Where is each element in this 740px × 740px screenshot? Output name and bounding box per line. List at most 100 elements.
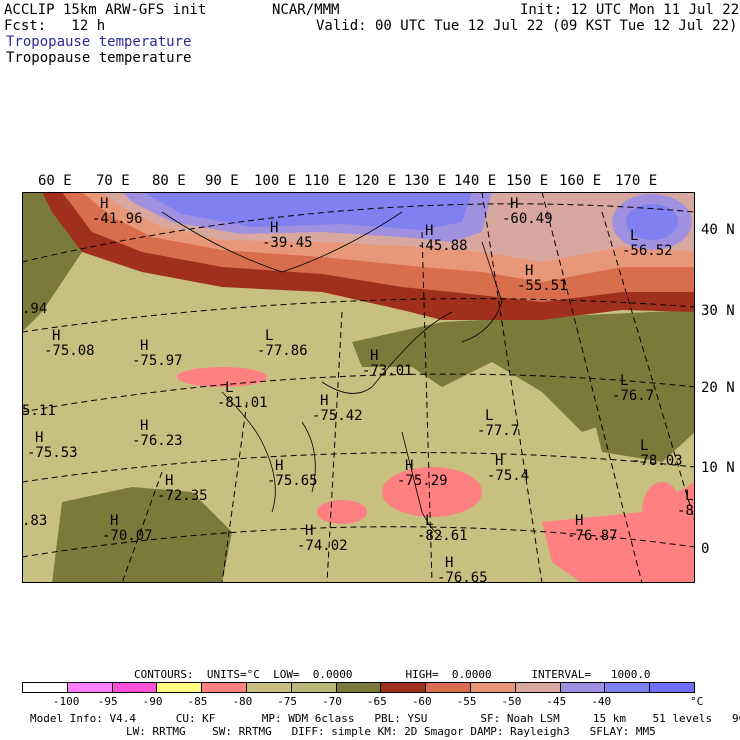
border xyxy=(161,211,403,273)
high-marker: H xyxy=(52,328,60,344)
center-value-label: -77.86 xyxy=(257,343,308,359)
lat-label: 10 N xyxy=(701,460,735,476)
low-marker: L xyxy=(640,438,648,454)
colorbar-swatch xyxy=(381,683,427,692)
lon-label: 130 E xyxy=(404,173,447,189)
colorbar-swatch xyxy=(67,683,113,692)
lon-label: 100 E xyxy=(254,173,297,189)
lon-label: 70 E xyxy=(96,173,130,189)
high-marker: H xyxy=(425,223,433,239)
center-value-label: -75.08 xyxy=(44,343,95,359)
center-value-label: -60.49 xyxy=(502,211,553,227)
longitude-line xyxy=(421,231,433,583)
model-title: ACCLIP 15km ARW-GFS init xyxy=(4,2,207,18)
lon-label: 120 E xyxy=(354,173,397,189)
low-marker: L xyxy=(620,373,628,389)
low-marker: L xyxy=(425,513,433,529)
lon-label: 150 E xyxy=(506,173,549,189)
center-value-label: -75.4 xyxy=(487,468,529,484)
colorbar-tick: -60 xyxy=(411,695,432,708)
center-value-label: -76.23 xyxy=(132,433,183,449)
lat-label: 30 N xyxy=(701,303,735,319)
longitude-line xyxy=(481,192,543,583)
cold-patch xyxy=(382,467,482,517)
center-title: NCAR/MMM xyxy=(272,2,340,18)
low-marker: L xyxy=(685,488,693,504)
high-marker: H xyxy=(320,393,328,409)
center-value-label: -78.03 xyxy=(632,453,683,469)
center-value-label: -81 xyxy=(677,503,695,519)
longitude-line xyxy=(326,311,343,583)
low-marker: L xyxy=(265,328,273,344)
high-marker: H xyxy=(370,348,378,364)
colorbar-tick: -55 xyxy=(456,695,477,708)
low-marker: L xyxy=(225,380,233,396)
center-value-label: -72.35 xyxy=(157,488,208,504)
lon-label: 110 E xyxy=(304,173,347,189)
high-marker: H xyxy=(275,458,283,474)
high-marker: H xyxy=(140,338,148,354)
lon-label: 90 E xyxy=(205,173,239,189)
latitude-line xyxy=(22,203,695,263)
center-value-label: -76.7 xyxy=(612,388,654,404)
center-value-label: -75.53 xyxy=(27,445,78,461)
colorbar-swatch xyxy=(470,683,516,692)
center-value-label: -74.02 xyxy=(297,538,348,554)
colorbar-swatch xyxy=(605,683,651,692)
latitude-line xyxy=(22,373,695,413)
cold-patch xyxy=(642,482,682,542)
high-marker: H xyxy=(510,196,518,212)
colorbar-tick: -50 xyxy=(501,695,522,708)
high-marker: H xyxy=(140,418,148,434)
tropopause-temperature-map: H-41.96H-39.45H-45.88H-60.49L-56.52H-55.… xyxy=(22,192,695,583)
colorbar-tick: -45 xyxy=(546,695,567,708)
colorbar-tick: -40 xyxy=(591,695,612,708)
high-marker: H xyxy=(525,263,533,279)
high-marker: H xyxy=(445,555,453,571)
longitude-line xyxy=(601,211,695,523)
low-marker: L xyxy=(485,408,493,424)
center-value-label: -41.96 xyxy=(92,211,143,227)
cold-patch xyxy=(317,500,367,524)
colorbar-swatch xyxy=(336,683,382,692)
colorbar-swatch xyxy=(202,683,247,692)
lon-label: 140 E xyxy=(454,173,497,189)
center-value-label: -75.65 xyxy=(267,473,318,489)
center-value-label: -75.29 xyxy=(397,473,448,489)
high-marker: H xyxy=(305,523,313,539)
colorbar-tick: -85 xyxy=(187,695,208,708)
map-frame xyxy=(22,192,695,583)
colorbar-unit: °C xyxy=(690,695,704,708)
longitude-line xyxy=(221,401,248,583)
colorbar-swatch xyxy=(560,683,606,692)
colorbar-swatch xyxy=(23,683,68,692)
center-value-label: -39.45 xyxy=(262,235,313,251)
colorbar-swatch xyxy=(112,683,158,692)
field-title-contour: Tropopause temperature xyxy=(6,50,192,66)
center-value-label: -76.87 xyxy=(567,528,618,544)
cold-patch xyxy=(177,367,267,387)
lon-label: 170 E xyxy=(615,173,658,189)
colorbar-tick: -70 xyxy=(322,695,342,708)
colorbar-swatch xyxy=(426,683,471,692)
forecast-hour: Fcst: 12 h xyxy=(4,18,106,34)
valid-time: Valid: 00 UTC Tue 12 Jul 22 (09 KST Tue … xyxy=(316,18,738,34)
lat-label: 20 N xyxy=(701,380,735,396)
init-time: Init: 12 UTC Mon 11 Jul 22 xyxy=(520,2,740,18)
high-marker: H xyxy=(100,196,108,212)
coastline xyxy=(401,431,443,538)
center-value-label: -73.01 xyxy=(362,363,413,379)
blue-low xyxy=(626,204,678,240)
high-marker: H xyxy=(405,458,413,474)
colorbar-swatch xyxy=(515,683,561,692)
center-value-label: -77.7 xyxy=(477,423,519,439)
high-marker: H xyxy=(35,430,43,446)
colorbar-tick: -75 xyxy=(277,695,298,708)
center-value-label: .83 xyxy=(22,513,47,529)
coastline xyxy=(461,241,503,343)
field-title-shaded: Tropopause temperature xyxy=(6,34,192,50)
colorbar-swatch xyxy=(246,683,292,692)
center-value-label: -55.51 xyxy=(517,278,568,294)
colorbar-tick: -80 xyxy=(232,695,253,708)
coastline xyxy=(221,311,453,513)
